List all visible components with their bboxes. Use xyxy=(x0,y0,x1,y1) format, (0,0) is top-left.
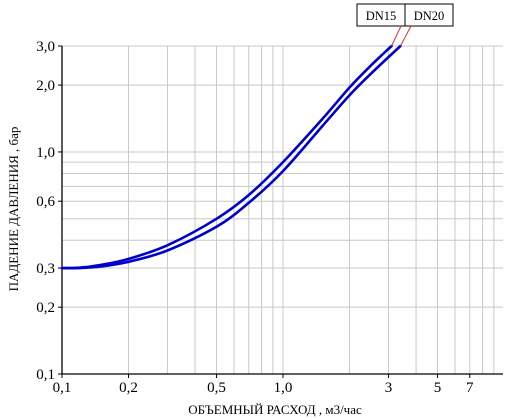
legend-box-dn20 xyxy=(404,3,454,27)
grid xyxy=(61,45,503,375)
legend-label-dn20: DN20 xyxy=(414,9,445,23)
series-line-dn20 xyxy=(60,44,402,270)
x-tick-label: 0,2 xyxy=(119,380,138,396)
y-axis-label: ПАДЕНИЕ ДАВЛЕНИЯ , бар xyxy=(6,127,21,292)
y-tick-label: 2,0 xyxy=(36,78,55,94)
legend-label-dn15: DN15 xyxy=(366,9,397,23)
x-tick-labels: 0,1 0,2 0,5 1,0 3 5 7 xyxy=(53,380,474,396)
x-tick-label: 3 xyxy=(385,380,393,396)
y-tick-labels: 0,1 0,2 0,3 0,6 1,0 2,0 3,0 xyxy=(36,39,55,383)
x-tick-label: 7 xyxy=(466,380,474,396)
legend-leader-dn15 xyxy=(391,25,402,47)
legend: DN15 DN20 xyxy=(356,3,454,47)
x-tick-label: 1,0 xyxy=(274,380,293,396)
x-tick-label: 0,5 xyxy=(207,380,226,396)
series-line-dn15 xyxy=(60,44,393,270)
x-axis-label: ОБЪЕМНЫЙ РАСХОД , м3/час xyxy=(188,402,362,417)
y-tick-label: 3,0 xyxy=(36,39,55,55)
y-tick-label: 0,1 xyxy=(36,367,55,383)
x-tick-label: 5 xyxy=(434,380,442,396)
legend-leader-dn20 xyxy=(400,25,412,47)
y-tick-label: 1,0 xyxy=(36,145,55,161)
y-tick-label: 0,6 xyxy=(36,194,55,210)
y-tick-label: 0,2 xyxy=(36,300,55,316)
axes xyxy=(58,45,503,378)
x-tick-label: 0,1 xyxy=(53,380,72,396)
y-tick-label: 0,3 xyxy=(36,261,55,277)
series-layer xyxy=(60,44,402,270)
